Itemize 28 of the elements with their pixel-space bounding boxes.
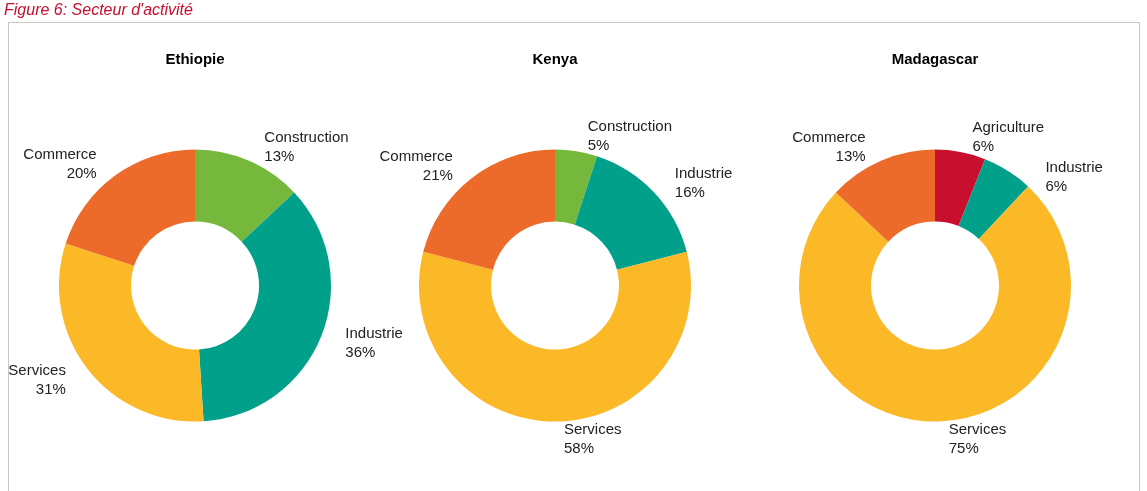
- chart-title: Ethiopie: [165, 50, 225, 67]
- text: Figure 6: Secteur d'activité: [4, 0, 193, 20]
- slice-label: Agriculture: [972, 118, 1045, 136]
- data-label: 5%: [587, 136, 610, 154]
- slice-label: Services: [948, 419, 1007, 437]
- data-label: 13%: [264, 147, 295, 165]
- slice-label: Construction: [264, 128, 349, 146]
- data-label: 36%: [345, 342, 376, 360]
- data-label: 75%: [948, 438, 979, 456]
- chart-title: Madagascar: [891, 50, 979, 67]
- slice-label: Commerce: [379, 147, 453, 165]
- data-label: 20%: [66, 163, 97, 181]
- data-label: 16%: [674, 182, 705, 200]
- slice-label: Commerce: [23, 144, 97, 162]
- data-label: 58%: [564, 438, 595, 456]
- slice-label: Services: [564, 419, 622, 437]
- data-label: 13%: [835, 147, 866, 165]
- slice-label: Commerce: [792, 128, 866, 146]
- chart-title: Kenya: [532, 50, 579, 67]
- slice-label: Industrie: [345, 323, 403, 341]
- data-label: 31%: [35, 379, 66, 397]
- slice-label: Services: [8, 360, 66, 378]
- data-label: 21%: [422, 166, 453, 184]
- data-label: 6%: [972, 137, 995, 155]
- data-label: 6%: [1045, 177, 1068, 195]
- slice-label: Industrie: [674, 163, 733, 181]
- slice-label: Industrie: [1045, 158, 1103, 176]
- slice-label: Construction: [587, 117, 672, 135]
